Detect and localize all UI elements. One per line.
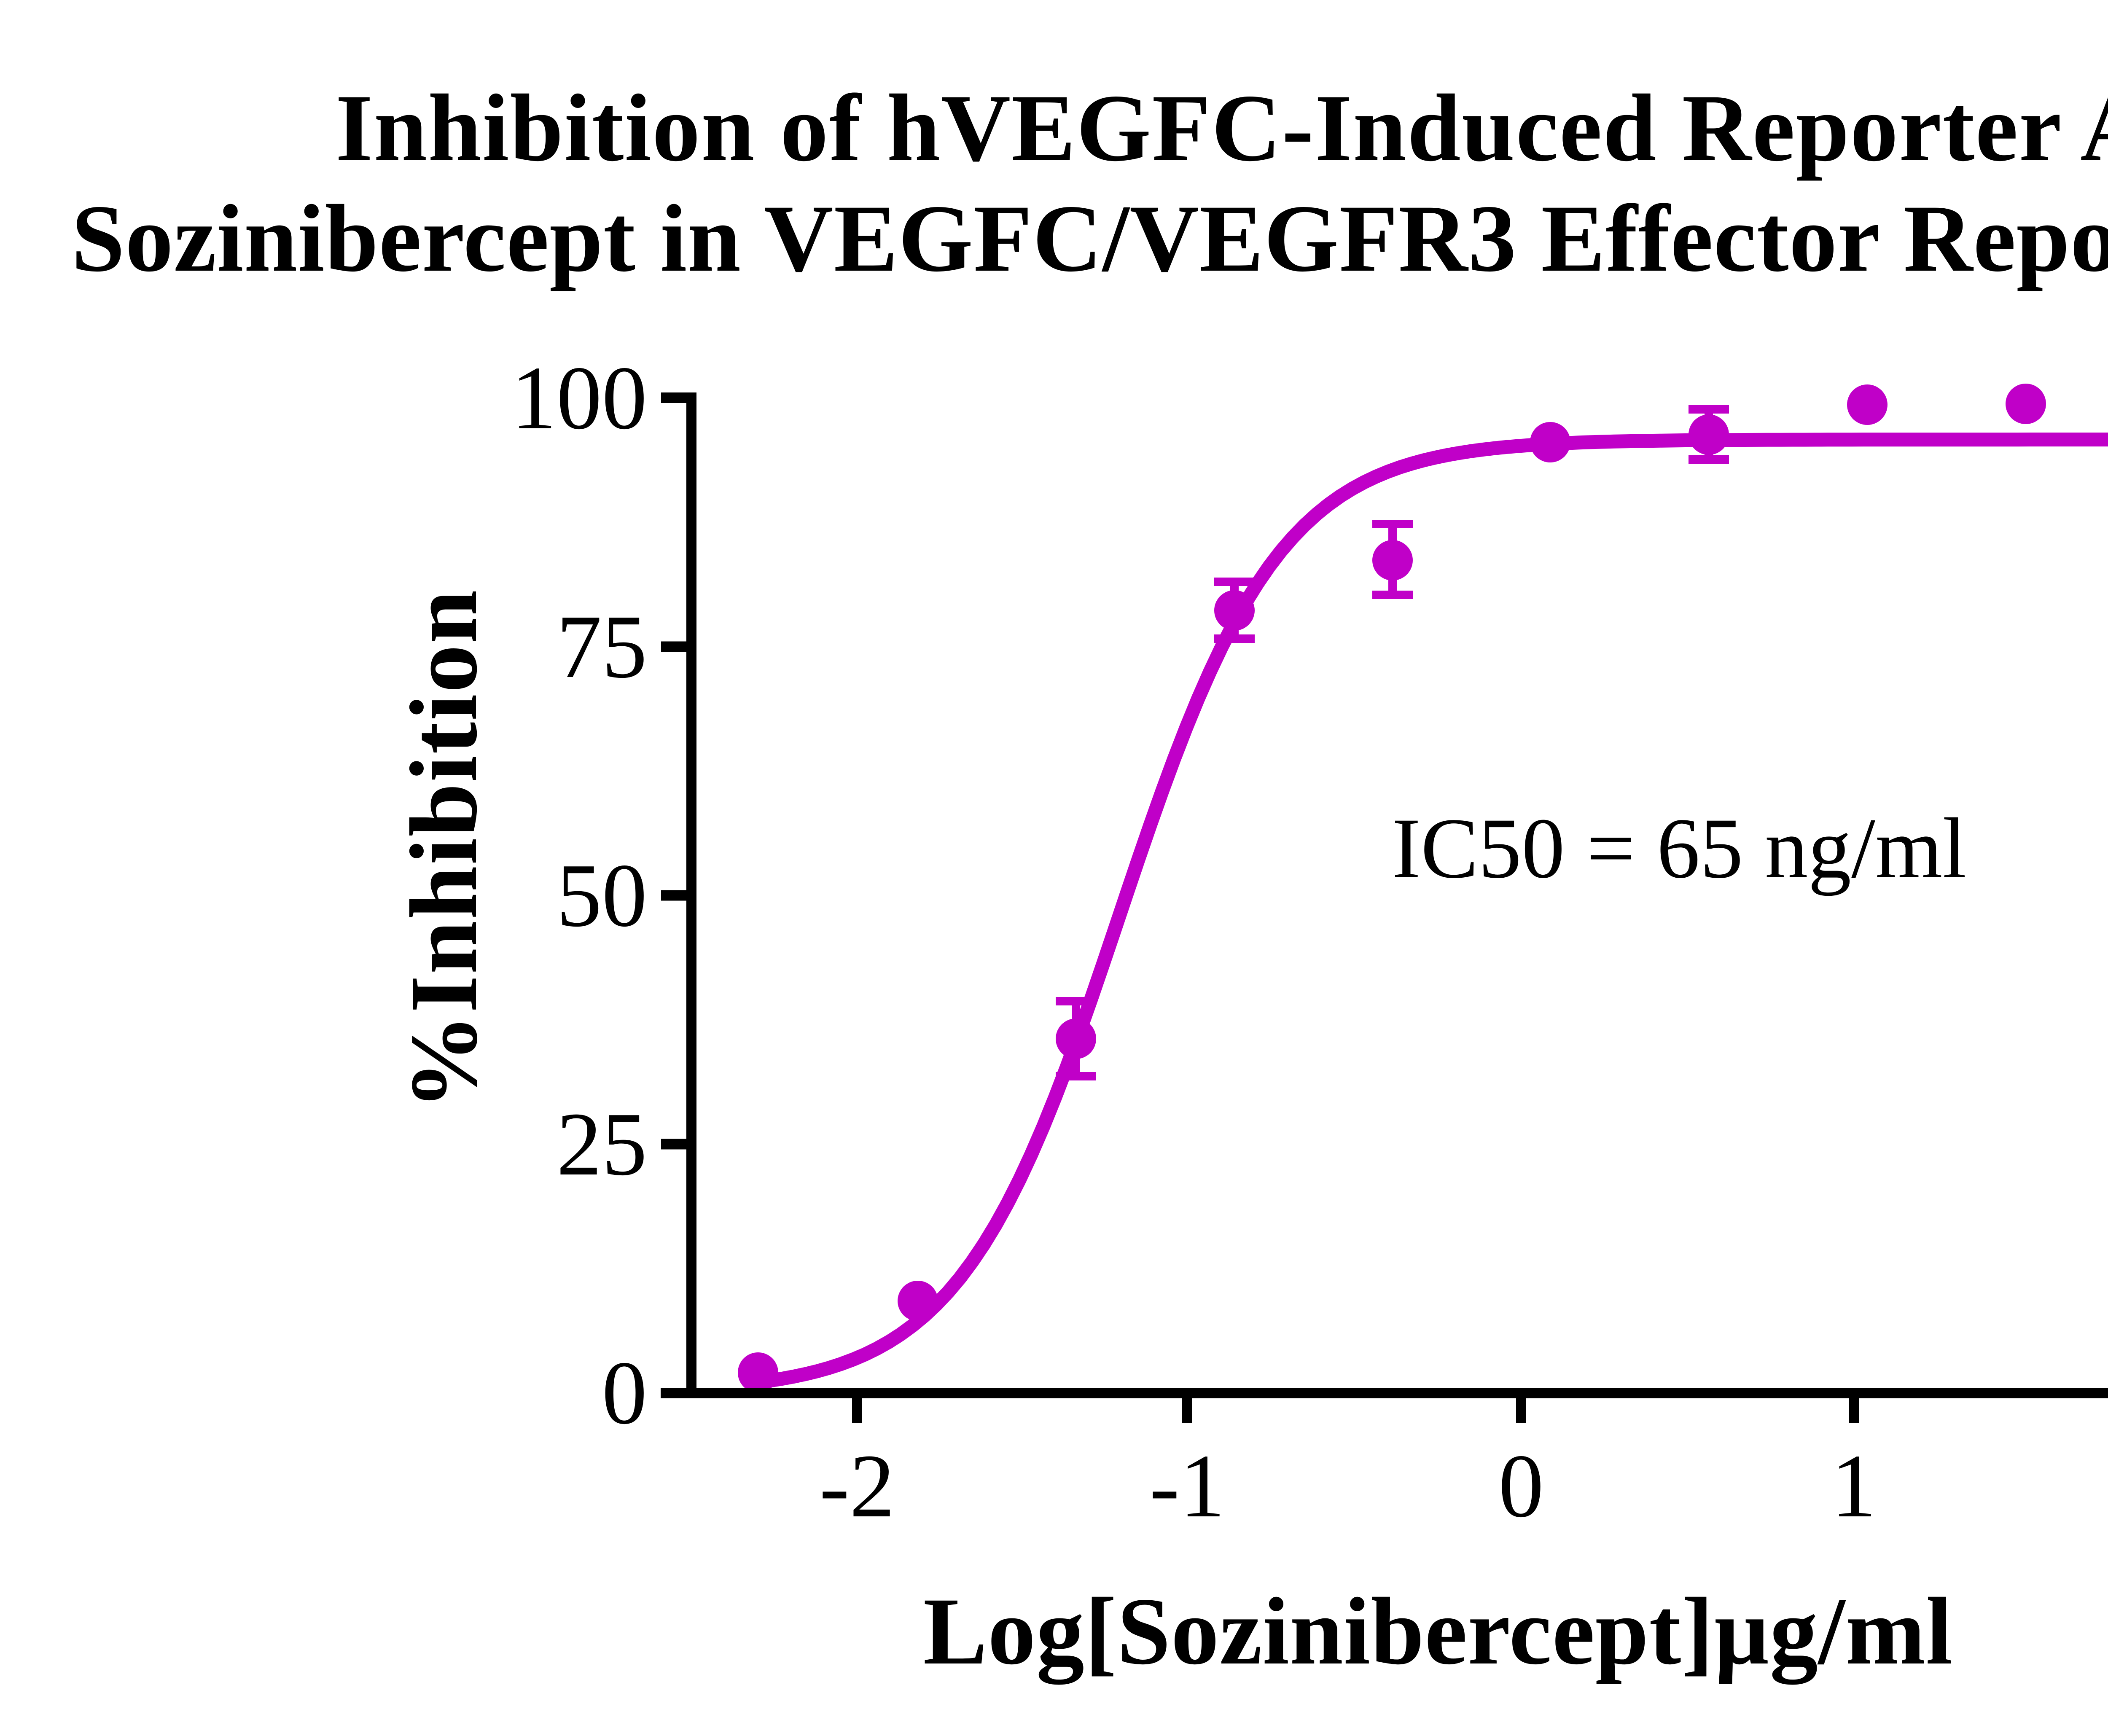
- svg-text:1: 1: [1831, 1435, 1877, 1536]
- svg-text:75: 75: [557, 596, 647, 697]
- svg-text:Sozinibercept in VEGFC/VEGFR3: Sozinibercept in VEGFC/VEGFR3 Effector R…: [71, 179, 2108, 293]
- svg-text:100: 100: [511, 347, 648, 448]
- svg-text:0: 0: [1498, 1435, 1544, 1536]
- svg-text:50: 50: [557, 845, 647, 946]
- svg-text:25: 25: [557, 1094, 647, 1194]
- svg-text:Inhibition of hVEGFC-Induced R: Inhibition of hVEGFC-Induced Reporter Ac…: [336, 75, 2108, 181]
- svg-text:%Inhibition: %Inhibition: [391, 589, 497, 1110]
- svg-text:0: 0: [602, 1342, 648, 1443]
- svg-text:Log[Sozinibercept]µg/ml: Log[Sozinibercept]µg/ml: [923, 1578, 1953, 1685]
- svg-text:-1: -1: [1149, 1435, 1225, 1536]
- svg-text:-2: -2: [819, 1435, 895, 1536]
- svg-text:IC50 = 65 ng/ml: IC50 = 65 ng/ml: [1392, 801, 1967, 896]
